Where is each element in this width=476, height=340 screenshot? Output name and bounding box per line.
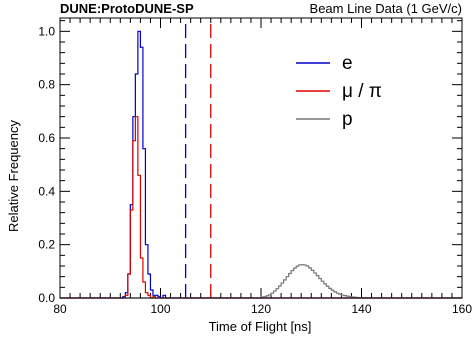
y-tick-label: 0.0 [38,291,55,305]
y-tick-label: 0.4 [38,184,55,198]
dataset-label: Beam Line Data (1 GeV/c) [310,1,462,16]
axis-ticks [59,18,463,299]
histogram-series [60,30,462,299]
tick-labels: 80 100 120 140 160 0.0 0.2 0.4 0.6 0.8 1.0 [38,24,472,316]
legend: e μ / π p [296,53,382,130]
y-tick-label: 0.8 [38,78,55,92]
x-tick-label: 160 [452,302,472,316]
histogram-series-line [60,30,462,299]
x-axis-label: Time of Flight [ns] [209,319,312,334]
experiment-label: DUNE:ProtoDUNE-SP [60,1,194,16]
histogram-series-line [60,264,462,299]
x-tick-label: 100 [150,302,170,316]
legend-label: e [342,53,353,74]
x-tick-label: 120 [251,302,271,316]
plot-frame [59,17,463,299]
legend-label: μ / π [342,81,382,102]
legend-label: p [342,109,353,130]
y-tick-label: 0.6 [38,131,55,145]
reference-lines [184,18,212,298]
histogram-series-line [60,116,462,299]
y-axis-label: Relative Frequency [6,120,21,232]
x-tick-label: 140 [351,302,371,316]
x-tick-label: 80 [53,302,67,316]
y-tick-label: 0.2 [38,238,55,252]
y-tick-label: 1.0 [38,24,55,38]
